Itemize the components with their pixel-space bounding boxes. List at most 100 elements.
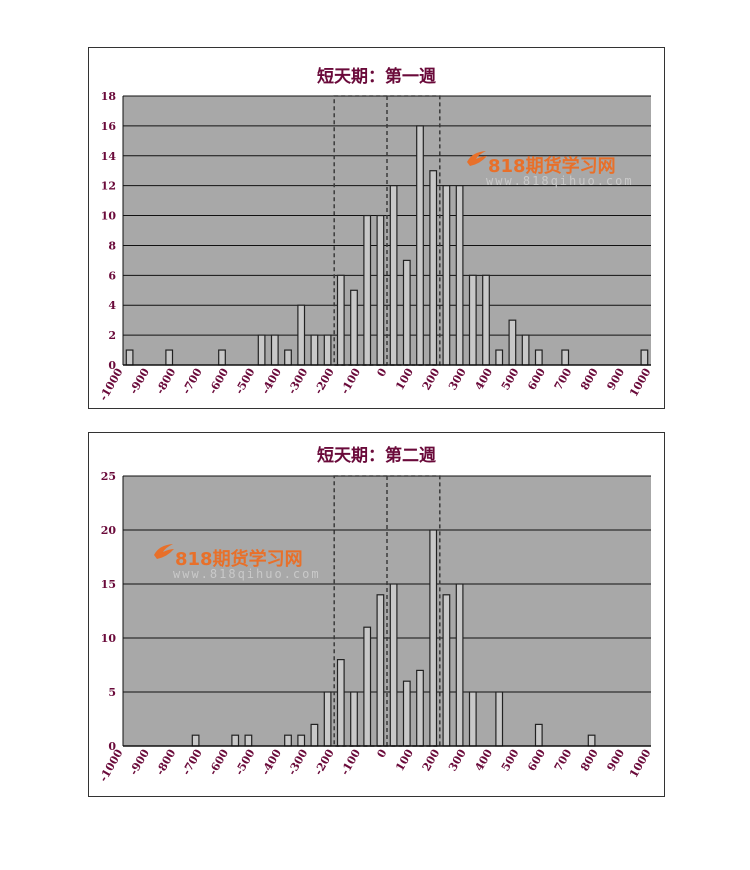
bar [244,734,253,747]
x-tick-label: 700 [552,366,575,393]
y-tick-label: 0 [108,740,116,753]
bar [429,170,438,366]
x-tick-label: 0 [375,747,390,760]
x-tick-label: 800 [578,366,601,393]
x-tick-label: 300 [446,366,469,393]
x-tick-label: 500 [499,747,522,774]
y-tick-label: 12 [101,180,116,193]
x-tick-label: 900 [604,366,627,393]
bar [310,334,319,366]
bar [402,680,411,747]
x-tick-label: -1000 [97,366,126,403]
x-tick-label: -500 [233,747,258,778]
bar [231,734,240,747]
bar [468,691,477,747]
y-tick-label: 16 [101,120,117,133]
x-tick-label: -400 [259,366,284,397]
x-tick-label: -200 [312,747,337,778]
bar [336,274,345,366]
bar [323,334,332,366]
bar [376,594,385,747]
bar [587,734,596,747]
y-tick-label: 14 [101,150,117,163]
x-tick-label: -700 [180,366,205,397]
bar [257,334,266,366]
bar [297,304,306,366]
bar [350,289,358,366]
x-tick-label: -900 [127,366,152,397]
x-tick-label: -400 [259,747,284,778]
x-tick-label: 200 [420,747,443,774]
x-tick-label: -100 [338,366,363,397]
y-tick-label: 8 [108,239,116,252]
y-tick-label: 20 [101,524,117,537]
x-tick-label: -800 [153,366,178,397]
x-tick-label: -500 [233,366,258,397]
x-tick-label: 500 [499,366,522,393]
bar [270,334,279,366]
bar [376,214,385,366]
x-tick-label: 400 [472,747,495,774]
x-tick-label: 100 [393,747,416,774]
bar [191,734,200,747]
bar [284,734,292,747]
x-tick-label: -200 [312,366,337,397]
y-tick-label: 5 [108,686,116,699]
x-tick-label: 800 [578,747,601,774]
bar [310,723,319,747]
chart-title: 短天期：第二週 [317,446,436,466]
bar [561,349,570,366]
bar [323,691,332,747]
bar [455,185,464,366]
chart-title: 短天期：第一週 [317,67,436,87]
bar [363,214,372,366]
x-tick-label: -900 [127,747,152,778]
bar [521,334,530,366]
y-tick-label: 10 [101,210,117,223]
x-tick-label: 0 [375,366,390,379]
x-tick-label: -300 [285,747,310,778]
chart-panel-week-2: 短天期：第二週 0 5 10 15 20 25 -1000 -900 -800 -700 -600-… [88,432,665,797]
bar [363,626,372,747]
bar [495,349,504,366]
bar [495,691,504,747]
bar [297,734,306,747]
bar [165,349,174,366]
bar [508,319,517,366]
y-tick-label: 25 [101,470,116,483]
x-tick-label: 600 [525,747,548,774]
bar [125,349,134,366]
x-tick-label: -800 [153,747,178,778]
bar [534,349,543,366]
x-tick-label: 700 [552,747,575,774]
y-tick-label: 0 [108,359,116,372]
bar [218,349,226,366]
bar [416,669,424,747]
bar [416,125,424,366]
x-tick-label: 1000 [627,747,654,780]
bar [350,691,358,747]
x-tick-label: -600 [206,747,231,778]
bar [429,529,438,747]
bar [336,659,345,747]
y-tick-label: 2 [108,329,116,342]
x-tick-label: -1000 [97,747,126,784]
x-tick-label: 900 [604,747,627,774]
bar [482,274,490,366]
bar [389,583,398,747]
x-tick-label: 600 [525,366,548,393]
bar [455,583,464,747]
y-tick-label: 15 [101,578,116,591]
y-tick-label: 18 [101,90,117,103]
x-tick-label: 200 [420,366,443,393]
x-tick-label: -300 [285,366,310,397]
x-tick-label: 100 [393,366,416,393]
x-tick-label: 1000 [627,366,654,399]
chart-panel-week-1: 短天期：第一週 0 2 4 6 8 10 12 14 16 18 -1000 -900 -800 -700… [88,47,665,409]
y-tick-label: 4 [108,299,116,312]
bar [389,185,398,366]
x-tick-label: -600 [206,366,231,397]
x-tick-label: 400 [472,366,495,393]
